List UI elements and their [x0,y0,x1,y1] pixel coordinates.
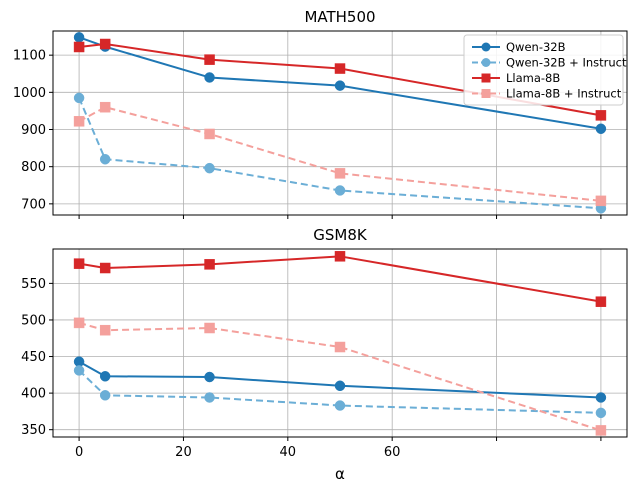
gsm8k-point-llama-8b-instruct [334,341,346,353]
gsm8k-point-qwen-32b-instruct [204,392,215,403]
gsm8k-series-llama-8b-instruct-line [78,321,602,432]
math500-panel: 70080090010001100MATH500Qwen-32BQwen-32B… [13,8,628,219]
gsm8k-point-qwen-32b-instruct [595,407,607,419]
math500-point-llama-8b [99,38,111,50]
gsm8k-ytick-label: 450 [21,350,46,365]
gsm8k-ytick-label: 400 [21,387,46,402]
math500-point-llama-8b [204,54,215,65]
math500-legend-label-qwen-32b-instruct: Qwen-32B + Instruct [506,56,627,70]
gsm8k-point-qwen-32b [334,380,346,392]
gsm8k-point-qwen-32b-instruct [73,365,85,376]
gsm8k-series-qwen-32b-instruct-line [78,369,601,414]
gsm8k-point-llama-8b [99,262,111,274]
gsm8k-series-llama-8b-line [78,255,602,303]
math500-legend-label-llama-8b-instruct: Llama-8B + Instruct [506,87,622,101]
gsm8k-panel: 350 400 450 500 550 0 20 40 60 GSM8K α [21,226,628,483]
gsm8k-point-llama-8b [204,259,215,270]
gsm8k-point-llama-8b-instruct [73,317,85,329]
gsm8k-point-llama-8b [73,258,85,269]
math500-ytick-label: 900 [21,123,46,138]
gsm8k-point-qwen-32b [99,371,111,382]
math500-point-llama-8b-instruct [204,128,215,140]
math500-point-qwen-32b [204,72,215,83]
gsm8k-ytick-label: 550 [21,277,46,292]
math500-axes-frame [52,30,628,216]
math500-point-qwen-32b [73,32,85,43]
math500-legend-box [463,34,624,106]
gsm8k-ytick-label: 500 [21,313,46,328]
gsm8k-point-qwen-32b [595,392,607,403]
math500-point-qwen-32b [334,80,346,91]
gsm8k-point-llama-8b [334,251,346,262]
math500-ytick-label: 1000 [13,86,46,101]
math500-legend-marker-llama-8b [481,73,491,83]
math500-point-qwen-32b-instruct [204,162,215,174]
gsm8k-point-llama-8b-instruct [204,322,215,334]
gsm8k-xtick-label: 0 [75,445,83,460]
math500-legend-marker-qwen-32b-instruct [481,58,491,67]
gsm8k-title: GSM8K [313,226,368,244]
gsm8k-xlabel: α [335,465,345,483]
gsm8k-point-qwen-32b-instruct [334,400,346,411]
math500-point-qwen-32b-instruct [73,92,85,104]
math500-point-qwen-32b-instruct [99,153,111,165]
gsm8k-point-llama-8b-instruct [99,324,111,336]
gsm8k-xtick-label: 20 [175,445,192,460]
gsm8k-point-qwen-32b-instruct [99,390,111,401]
math500-title: MATH500 [304,8,375,26]
gsm8k-point-llama-8b [595,296,607,307]
gsm8k-ytick-label: 350 [21,423,46,438]
gsm8k-xtick-label: 60 [384,445,401,460]
math500-ytick-label: 1100 [13,49,46,64]
math500-point-llama-8b [595,110,607,121]
gsm8k-axes-frame [52,248,628,438]
gsm8k-point-qwen-32b [204,371,215,383]
math500-point-llama-8b [73,41,85,53]
math500-legend-label-llama-8b: Llama-8B [506,71,560,85]
gsm8k-series-qwen-32b-line [78,360,601,399]
math500-point-qwen-32b-instruct [334,185,346,196]
math500-point-llama-8b-instruct [73,116,85,127]
math500-point-qwen-32b [595,123,607,135]
math500-point-llama-8b-instruct [334,168,346,179]
math500-legend-marker-qwen-32b [481,42,491,52]
math500-point-llama-8b-instruct [595,195,607,207]
gsm8k-xtick-label: 40 [280,445,297,460]
gsm8k-point-qwen-32b [73,356,85,367]
math500-legend-marker-llama-8b-instruct [481,89,491,98]
math500-point-llama-8b [334,63,346,74]
math500-point-llama-8b-instruct [99,101,111,113]
math500-ytick-label: 800 [21,160,46,175]
gsm8k-point-llama-8b-instruct [595,425,607,436]
math500-ytick-label: 700 [21,197,46,212]
math500-legend-label-qwen-32b: Qwen-32B [506,40,566,54]
